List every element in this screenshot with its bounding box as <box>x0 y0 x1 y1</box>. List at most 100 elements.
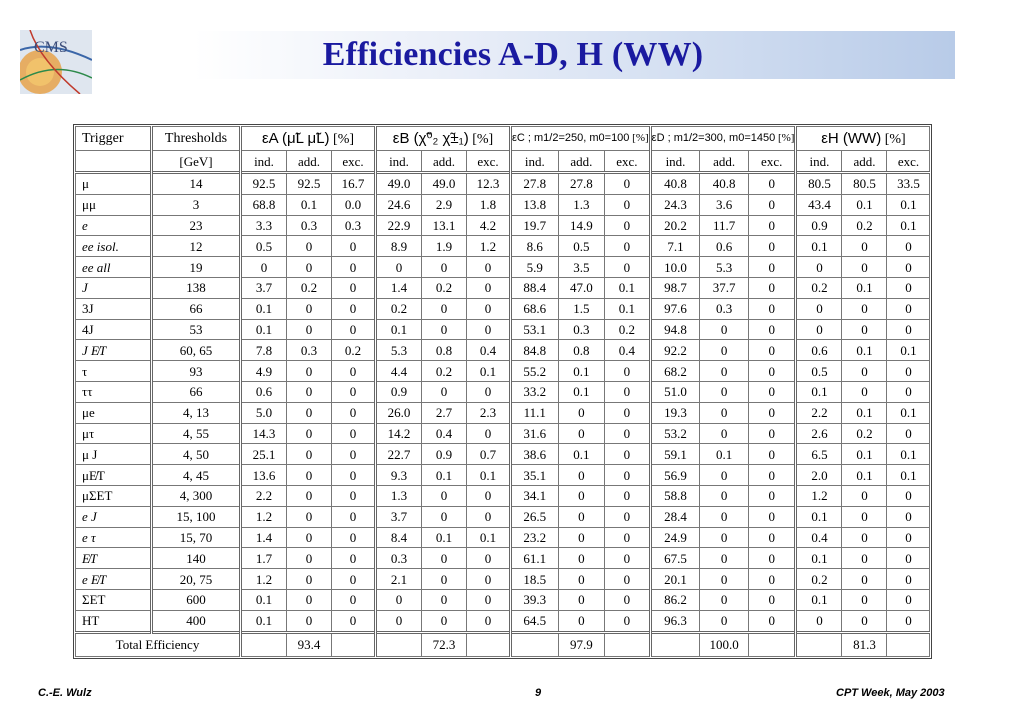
value-cell: 0.2 <box>795 276 843 299</box>
value-cell: 38.6 <box>510 443 559 466</box>
value-cell: 13.6 <box>240 464 287 486</box>
value-cell: 0 <box>747 526 798 549</box>
value-cell: 0.3 <box>286 214 332 237</box>
value-cell: 0.4 <box>795 526 843 549</box>
value-cell: 1.2 <box>466 235 512 258</box>
value-cell: 80.5 <box>841 171 888 195</box>
threshold-cell: 4, 13 <box>151 401 242 424</box>
value-cell: 0 <box>841 484 888 507</box>
value-cell: 0 <box>421 318 467 341</box>
value-cell: 0 <box>886 484 931 507</box>
value-cell: 94.8 <box>649 318 701 341</box>
value-cell: 0 <box>747 214 798 237</box>
value-cell: 0.3 <box>331 214 377 237</box>
value-cell: 0 <box>466 256 512 278</box>
trigger-cell: J E̸T <box>75 339 153 362</box>
total-label: Total Efficiency <box>75 630 242 657</box>
value-cell: 0.4 <box>466 339 512 362</box>
table-row: J 138 3.7 0.2 0 1.4 0.2 0 88.4 47.0 0.1 98.7 37.7 0 0.… <box>75 276 931 299</box>
value-cell: 0.1 <box>557 380 606 403</box>
value-cell: 0 <box>286 588 332 611</box>
value-cell: 0 <box>331 484 377 507</box>
value-cell: 0 <box>795 256 843 278</box>
value-cell: 24.6 <box>375 193 422 216</box>
value-cell: 0 <box>421 380 467 403</box>
value-cell: 0 <box>604 214 652 237</box>
value-cell: 0 <box>604 171 652 195</box>
value-cell: 0 <box>240 256 287 278</box>
value-cell: 9.3 <box>375 464 422 486</box>
value-cell: 92.2 <box>649 339 701 362</box>
value-cell: 0.1 <box>604 297 652 320</box>
value-cell: 0 <box>421 609 467 633</box>
value-cell: 0 <box>795 318 843 341</box>
value-cell: 5.3 <box>375 339 422 362</box>
value-cell: 0 <box>886 526 931 549</box>
value-cell: 2.0 <box>795 464 843 486</box>
value-cell: 0 <box>604 526 652 549</box>
table-row: μE̸T 4, 45 13.6 0 0 9.3 0.1 0.1 35.1 0 0 56.9 0 0 2.0 0… <box>75 464 931 486</box>
value-cell: 0 <box>466 422 512 445</box>
value-cell: 0 <box>841 360 888 382</box>
threshold-cell: 140 <box>151 547 242 570</box>
table-row: μτ 4, 55 14.3 0 0 14.2 0.4 0 31.6 0 0 53.2 0 0 2.6 0.2 0 <box>75 422 931 445</box>
sub-ind: ind. <box>240 150 287 173</box>
trigger-cell: μ J <box>75 443 153 466</box>
value-cell: 1.3 <box>375 484 422 507</box>
sub-exc: exc. <box>886 150 931 173</box>
value-cell: 0.2 <box>421 276 467 299</box>
value-cell: 0.1 <box>886 401 931 424</box>
value-cell: 0 <box>841 235 888 258</box>
value-cell: 0.1 <box>795 380 843 403</box>
value-cell: 0 <box>604 193 652 216</box>
value-cell: 0.1 <box>466 360 512 382</box>
value-cell: 24.9 <box>649 526 701 549</box>
value-cell: 3.7 <box>240 276 287 299</box>
value-cell: 14.3 <box>240 422 287 445</box>
value-cell: 0 <box>557 568 606 590</box>
value-cell: 12.3 <box>466 171 512 195</box>
value-cell: 0.3 <box>286 339 332 362</box>
value-cell: 14.9 <box>557 214 606 237</box>
value-cell: 0 <box>604 547 652 570</box>
value-cell: 0.1 <box>841 443 888 466</box>
value-cell: 0 <box>557 484 606 507</box>
total-b-ind <box>375 630 422 657</box>
total-row: Total Efficiency 93.4 72.3 97.9 100.0 81… <box>75 630 931 657</box>
total-d-exc <box>747 630 798 657</box>
value-cell: 0 <box>331 609 377 633</box>
header-trigger: Trigger <box>75 126 153 151</box>
subheader-empty <box>75 150 153 173</box>
footer-author: C.-E. Wulz <box>38 687 92 699</box>
value-cell: 8.9 <box>375 235 422 258</box>
value-cell: 1.2 <box>795 484 843 507</box>
trigger-cell: μe <box>75 401 153 424</box>
value-cell: 0 <box>331 318 377 341</box>
value-cell: 0 <box>841 547 888 570</box>
value-cell: 0.3 <box>699 297 749 320</box>
value-cell: 4.9 <box>240 360 287 382</box>
value-cell: 56.9 <box>649 464 701 486</box>
value-cell: 59.1 <box>649 443 701 466</box>
value-cell: 0 <box>331 547 377 570</box>
value-cell: 97.6 <box>649 297 701 320</box>
value-cell: 33.5 <box>886 171 931 195</box>
value-cell: 0.3 <box>557 318 606 341</box>
value-cell: 0 <box>421 297 467 320</box>
footer-event: CPT Week, May 2003 <box>836 687 945 699</box>
value-cell: 0 <box>286 547 332 570</box>
value-cell: 0.1 <box>886 464 931 486</box>
value-cell: 96.3 <box>649 609 701 633</box>
value-cell: 0 <box>747 464 798 486</box>
value-cell: 0 <box>331 360 377 382</box>
value-cell: 0 <box>375 256 422 278</box>
value-cell: 0 <box>699 526 749 549</box>
value-cell: 98.7 <box>649 276 701 299</box>
threshold-cell: 3 <box>151 193 242 216</box>
value-cell: 0 <box>286 443 332 466</box>
value-cell: 0 <box>747 171 798 195</box>
value-cell: 0 <box>886 276 931 299</box>
value-cell: 34.1 <box>510 484 559 507</box>
value-cell: 0 <box>286 505 332 528</box>
value-cell: 0 <box>699 318 749 341</box>
